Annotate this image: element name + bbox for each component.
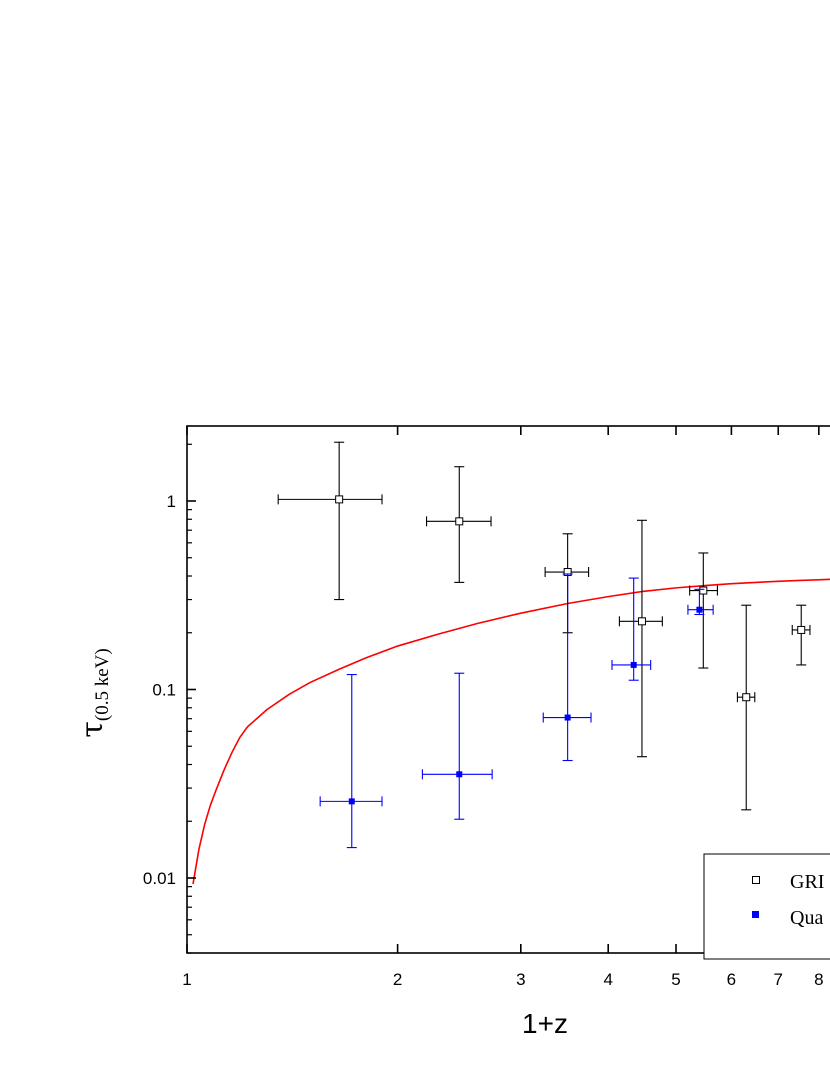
series-qua [319,573,714,849]
x-tick-label: 8 [814,970,823,989]
data-point [277,441,383,601]
data-point [611,577,652,681]
series-gri [277,441,811,811]
model-curve [192,578,830,885]
legend: GRI Qua [703,853,830,960]
x-tick-label: 2 [393,970,402,989]
x-tick-label: 4 [603,970,612,989]
marker-filled-square [696,606,703,613]
y-axis-title: τ(0.5 keV) [75,648,113,737]
legend-marker-qua [752,911,759,918]
marker-filled-square [456,771,463,778]
legend-label-qua: Qua [790,907,823,929]
data-point [319,674,383,849]
y-tick-label: 1 [167,492,176,511]
marker-filled-square [348,798,355,805]
model-curve-layer [192,578,830,885]
marker-open-square [742,693,751,702]
y-tick-label: 0.01 [143,869,176,888]
axes-layer: 1 2 3 4 5 6 7 8 0.01 0.1 1 [143,426,824,989]
x-tick-label: 5 [671,970,680,989]
x-axis-title: 1+z [522,1008,568,1039]
data-point [544,533,590,634]
x-tick-label: 3 [516,970,525,989]
data-points-layer [277,441,811,849]
marker-filled-square [564,714,571,721]
y-axis-title-symbol: τ [75,721,110,738]
x-tick-label: 7 [774,970,783,989]
marker-open-square [455,517,464,526]
legend-label-gri: GRI [790,871,824,893]
data-point [736,604,756,811]
legend-box [703,853,830,960]
marker-open-square [797,625,806,634]
data-point [791,604,811,666]
data-point [542,573,592,762]
y-tick-label: 0.1 [152,681,176,700]
marker-open-square [699,586,708,595]
marker-filled-square [630,661,637,668]
x-tick-label: 6 [727,970,736,989]
x-tick-label: 1 [182,970,191,989]
data-point [426,466,492,583]
marker-open-square [335,495,344,504]
legend-marker-gri [752,876,760,884]
data-point [618,519,663,758]
y-axis-title-subscript: (0.5 keV) [92,648,113,721]
marker-open-square [637,617,646,626]
data-point [687,588,714,616]
data-point [421,672,493,820]
data-point [689,552,718,669]
